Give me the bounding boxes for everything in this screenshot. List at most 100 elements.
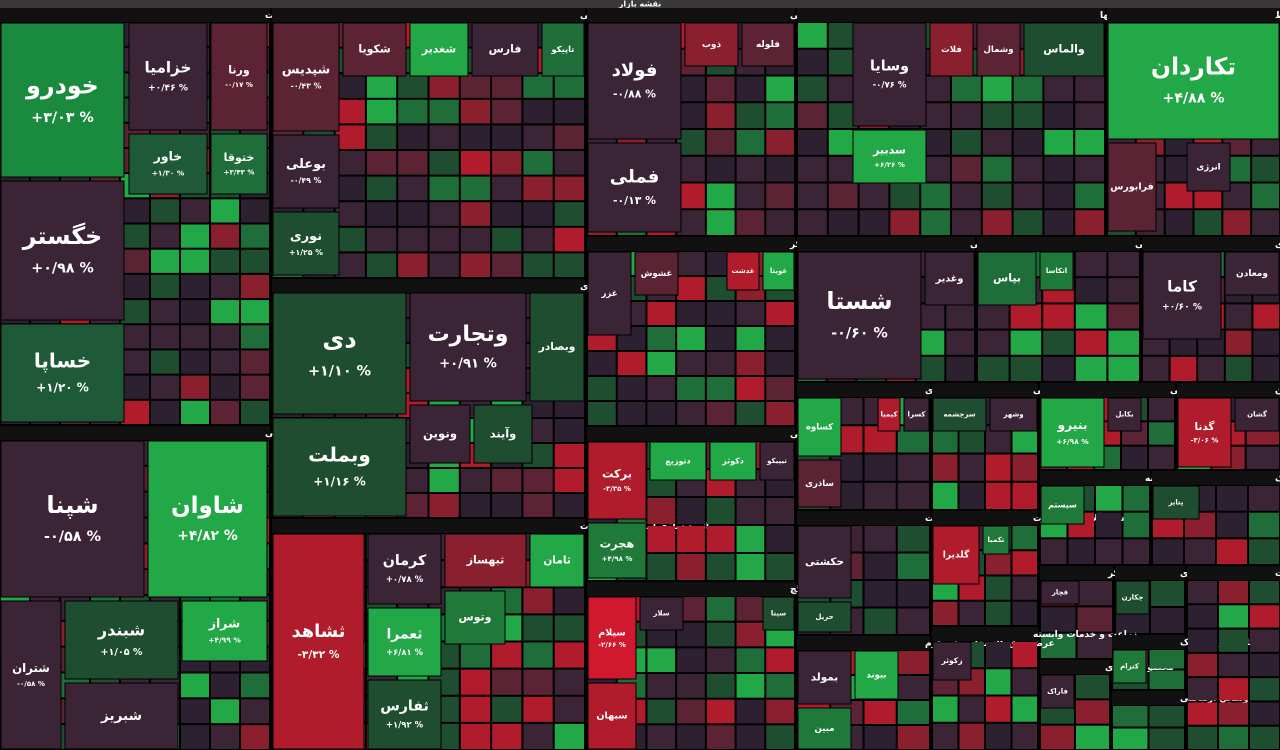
stock-tile[interactable] [587, 682, 637, 750]
stock-tile[interactable] [128, 133, 208, 195]
stock-tile[interactable] [272, 533, 365, 750]
stock-tile[interactable] [367, 679, 442, 750]
stock-tile[interactable] [409, 404, 471, 464]
stock-tile[interactable] [541, 22, 585, 77]
stock-tile[interactable] [1040, 674, 1075, 709]
stock-tile[interactable] [1177, 397, 1232, 468]
stock-tile[interactable] [529, 533, 585, 588]
stock-tile[interactable] [932, 397, 987, 432]
stock-tile[interactable] [929, 22, 974, 77]
stock-tile[interactable] [854, 650, 899, 700]
stock-tile[interactable] [1224, 251, 1280, 296]
stock-tile[interactable] [272, 22, 340, 132]
small-tile [241, 249, 269, 273]
stock-tile[interactable] [1040, 397, 1105, 468]
stock-tile[interactable] [587, 596, 637, 680]
stock-tile[interactable] [797, 397, 842, 457]
small-tile [677, 277, 705, 300]
stock-tile[interactable] [128, 22, 208, 131]
stock-tile[interactable] [444, 590, 506, 645]
stock-tile[interactable] [473, 404, 533, 464]
stock-tile[interactable] [1186, 142, 1231, 192]
stock-tile[interactable] [797, 251, 922, 380]
stock-tile[interactable] [587, 142, 682, 233]
stock-tile[interactable] [587, 251, 632, 336]
stock-tile[interactable] [852, 129, 927, 184]
stock-tile[interactable] [1040, 485, 1085, 525]
stock-tile[interactable] [1234, 397, 1280, 432]
stock-tile[interactable] [877, 397, 901, 432]
stock-tile[interactable] [649, 441, 707, 481]
stock-tile[interactable] [762, 596, 795, 631]
stock-tile[interactable] [989, 397, 1038, 432]
stock-tile[interactable] [903, 397, 930, 432]
stock-tile[interactable] [852, 22, 927, 127]
stock-tile[interactable] [272, 134, 340, 209]
stock-change: -۰/۵۸ % [44, 529, 101, 545]
stock-tile[interactable] [977, 251, 1037, 306]
stock-tile[interactable] [64, 600, 179, 680]
stock-tile[interactable] [932, 525, 980, 585]
stock-tile[interactable] [639, 596, 684, 631]
small-tile [429, 469, 459, 492]
stock-tile[interactable] [709, 441, 757, 481]
stock-tile[interactable] [587, 22, 682, 140]
stock-tile[interactable] [1142, 251, 1222, 340]
stock-tile[interactable] [932, 641, 972, 681]
stock-tile[interactable] [1040, 580, 1080, 605]
stock-tile[interactable] [1107, 142, 1157, 232]
stock-tile[interactable] [0, 600, 62, 750]
stock-tile[interactable] [1152, 485, 1200, 520]
stock-tile[interactable] [759, 441, 795, 481]
stock-tile[interactable] [797, 525, 852, 599]
stock-tile[interactable] [367, 533, 442, 605]
stock-tile[interactable] [797, 650, 852, 705]
stock-tile[interactable] [797, 601, 852, 633]
small-tile [986, 601, 1011, 625]
stock-tile[interactable] [741, 22, 795, 67]
stock-tile[interactable] [342, 22, 407, 77]
stock-tile[interactable] [471, 22, 539, 77]
stock-tile[interactable] [0, 22, 125, 178]
stock-tile[interactable] [210, 22, 268, 131]
stock-tile[interactable] [147, 440, 268, 598]
stock-tile[interactable] [409, 292, 527, 402]
stock-tile[interactable] [181, 600, 268, 662]
stock-tile[interactable] [726, 251, 760, 291]
stock-tile[interactable] [634, 251, 679, 296]
stock-tile[interactable] [0, 323, 125, 423]
small-tile [523, 723, 553, 749]
stock-tile[interactable] [1115, 580, 1150, 615]
sector-header [932, 627, 1038, 641]
stock-tile[interactable] [797, 707, 852, 750]
stock-tile[interactable] [64, 682, 179, 750]
stock-tile[interactable] [684, 22, 739, 67]
small-tile [1012, 696, 1037, 722]
stock-tile[interactable] [982, 525, 1010, 555]
small-tile [1170, 356, 1197, 381]
stock-tile[interactable] [1107, 397, 1142, 432]
stock-tile[interactable] [976, 22, 1021, 77]
stock-tile[interactable] [367, 607, 442, 677]
stock-tile[interactable] [762, 251, 795, 291]
stock-tile[interactable] [0, 180, 125, 321]
stock-tile[interactable] [1112, 649, 1147, 684]
stock-tile[interactable] [0, 440, 145, 598]
stock-tile[interactable] [272, 417, 407, 517]
stock-tile[interactable] [272, 211, 340, 276]
small-tile [736, 699, 765, 724]
stock-tile[interactable] [1023, 22, 1105, 77]
stock-tile[interactable] [924, 251, 975, 306]
small-tile [706, 130, 735, 155]
stock-tile[interactable] [409, 22, 469, 77]
stock-tile[interactable] [529, 292, 585, 402]
stock-tile[interactable] [587, 522, 647, 579]
stock-tile[interactable] [444, 533, 527, 588]
small-tile [766, 699, 794, 724]
stock-tile[interactable] [587, 441, 647, 520]
stock-tile[interactable] [1039, 251, 1074, 291]
stock-tile[interactable] [1107, 22, 1280, 140]
stock-tile[interactable] [210, 133, 268, 195]
stock-tile[interactable] [272, 292, 407, 415]
stock-tile[interactable] [797, 459, 842, 508]
